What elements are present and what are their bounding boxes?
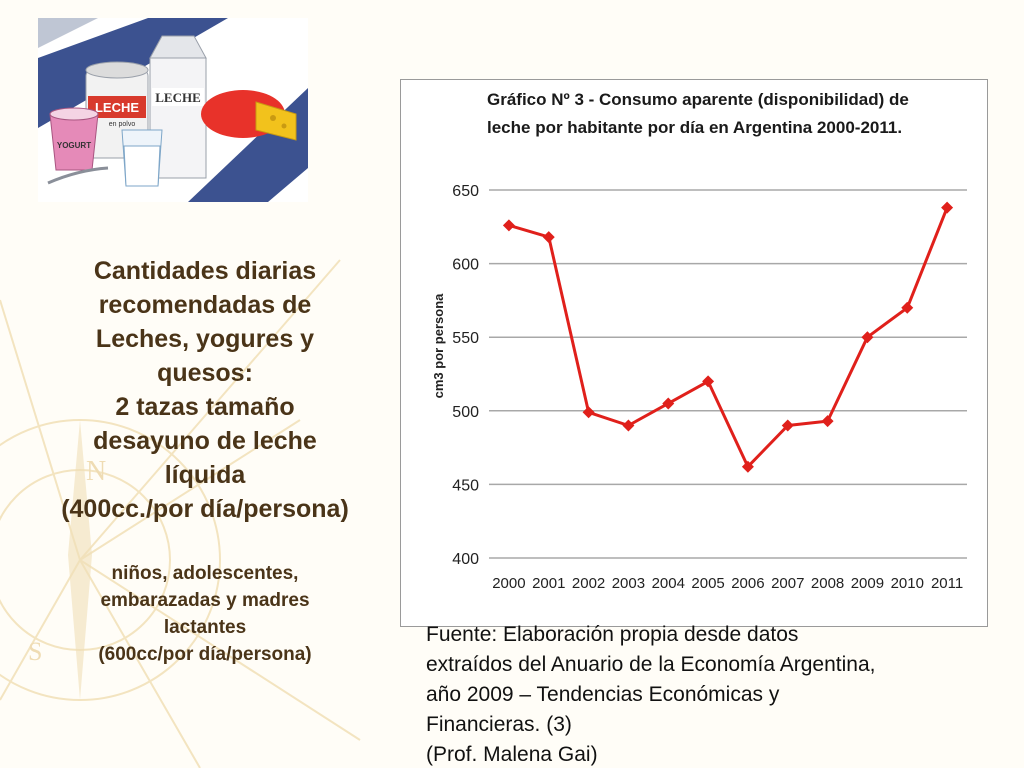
- x-tick-label: 2010: [891, 575, 924, 592]
- x-tick-label: 2006: [731, 575, 764, 592]
- x-tick-label: 2004: [652, 575, 685, 592]
- y-tick-label: 650: [452, 183, 479, 200]
- note-line: lactantes: [163, 617, 247, 638]
- data-point-2003: [622, 419, 635, 432]
- chart-title: Gráfico Nº 3 - Consumo aparente (disponi…: [487, 86, 967, 142]
- recommendation-text: Cantidades diarias recomendadas de Leche…: [30, 254, 380, 668]
- x-tick-label: 2003: [612, 575, 645, 592]
- note-line: embarazadas y madres: [100, 590, 310, 611]
- y-tick-label: 400: [452, 551, 479, 568]
- source-text: Fuente: Elaboración propia desde datos e…: [426, 620, 1006, 768]
- source-line: (Prof. Malena Gai): [426, 743, 598, 766]
- x-tick-label: 2007: [771, 575, 804, 592]
- note-line: (600cc/por día/persona): [98, 644, 312, 665]
- recommendation-line: recomendadas de: [98, 291, 312, 319]
- svg-text:S: S: [28, 637, 42, 666]
- data-point-2009: [861, 331, 874, 344]
- chart-panel: Gráfico Nº 3 - Consumo aparente (disponi…: [400, 79, 988, 627]
- line-chart: 400 450 500 550 600 650 2000 2001 2002 2003 2004 2…: [431, 183, 967, 592]
- x-tick-label: 2005: [691, 575, 724, 592]
- y-axis-label: cm3 por persona: [431, 293, 446, 399]
- y-tick-label: 500: [452, 404, 479, 421]
- milk-glass-icon: [121, 129, 163, 187]
- recommendation-note: niños, adolescentes, embarazadas y madre…: [30, 560, 380, 668]
- source-line: extraídos del Anuario de la Economía Arg…: [426, 653, 876, 676]
- source-line: Fuente: Elaboración propia desde datos: [426, 623, 799, 646]
- dairy-products-illustration: LECHE LECHE en polvo YOGURT: [38, 18, 308, 202]
- chart-title-line: Gráfico Nº 3 - Consumo aparente (disponi…: [487, 90, 909, 109]
- source-line: Financieras. (3): [426, 713, 572, 736]
- source-line: año 2009 – Tendencias Económicas y: [426, 683, 780, 706]
- recommendation-line: quesos:: [157, 359, 253, 387]
- milk-can-sublabel: en polvo: [109, 121, 136, 128]
- recommendation-line: (400cc./por día/persona): [61, 495, 349, 523]
- svg-text:N: N: [86, 456, 106, 487]
- series-line: [508, 207, 949, 469]
- recommendation-line: Cantidades diarias: [93, 257, 317, 285]
- recommendation-main: Cantidades diarias recomendadas de Leche…: [30, 254, 380, 526]
- x-tick-label: 2009: [851, 575, 884, 592]
- data-point-2004: [662, 397, 675, 410]
- recommendation-line: 2 tazas tamaño: [115, 393, 295, 421]
- data-point-2005: [702, 375, 715, 388]
- data-point-2002: [582, 406, 595, 419]
- x-tick-label: 2011: [931, 575, 963, 592]
- x-tick-label: 2002: [572, 575, 605, 592]
- y-tick-label: 550: [452, 330, 479, 347]
- y-tick-label: 450: [452, 477, 479, 494]
- cheese-icon: [201, 90, 297, 141]
- yogurt-cup-icon: YOGURT: [47, 107, 109, 185]
- y-tick-label: 600: [452, 257, 479, 274]
- data-point-2006: [741, 460, 754, 473]
- note-line: niños, adolescentes,: [111, 563, 299, 584]
- chart-title-line: leche por habitante por día en Argentina…: [487, 118, 903, 137]
- recommendation-line: Leches, yogures y: [95, 325, 315, 353]
- data-point-2007: [781, 419, 794, 432]
- data-point-2010: [901, 301, 914, 314]
- data-point-2000: [502, 219, 515, 232]
- data-point-2008: [821, 415, 834, 428]
- recommendation-line: desayuno de leche: [93, 427, 317, 455]
- data-point-2001: [542, 231, 555, 244]
- x-tick-label: 2000: [492, 575, 525, 592]
- yogurt-label: YOGURT: [57, 141, 91, 150]
- data-point-2011: [941, 201, 954, 214]
- milk-can-label: LECHE: [95, 100, 139, 115]
- milk-carton-label: LECHE: [155, 90, 201, 105]
- x-tick-label: 2008: [811, 575, 844, 592]
- recommendation-line: líquida: [164, 461, 246, 489]
- x-tick-label: 2001: [532, 575, 565, 592]
